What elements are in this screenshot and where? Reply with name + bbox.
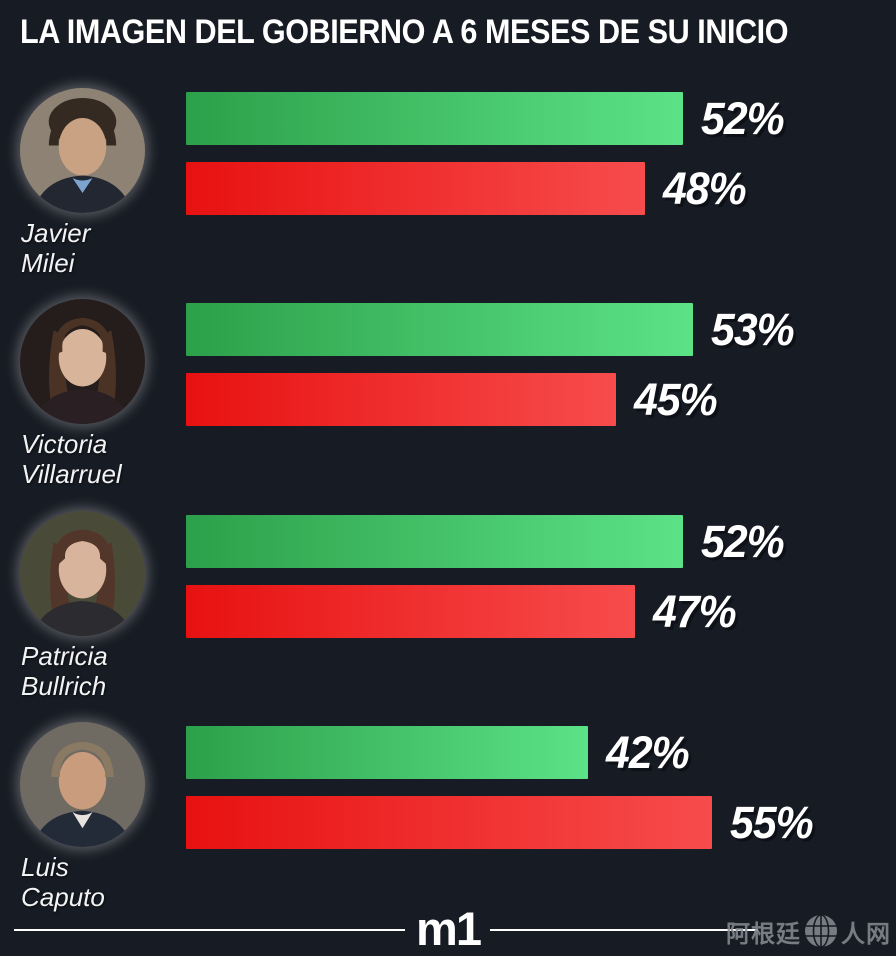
positive-bar-line: 52% [186,515,788,568]
person-row-caputo: Luis Caputo 42% 55% [0,722,896,933]
person-row-bullrich: Patricia Bullrich 52% 47% [0,511,896,722]
footer-divider-right [490,929,758,931]
portrait-photo-icon [20,88,145,213]
negative-bar-line: 47% [186,585,740,638]
avatar [20,88,145,213]
person-first-name: Patricia [21,641,108,671]
person-last-name: Bullrich [21,671,107,701]
positive-value-label: 52% [701,92,785,144]
positive-value-label: 53% [710,303,795,355]
watermark-text-right: 人网 [841,919,891,948]
watermark-text-left: 阿根廷 [726,919,801,948]
avatar [20,299,145,424]
person-name: Patricia Bullrich [21,641,108,701]
positive-bar [186,726,588,779]
person-last-name: Caputo [21,882,105,912]
negative-value-label: 45% [634,373,718,425]
person-first-name: Javier [21,218,91,248]
positive-bar-line: 53% [186,303,798,356]
positive-bar [186,303,693,356]
negative-bar [186,162,645,215]
person-last-name: Villarruel [21,459,122,489]
negative-bar [186,585,636,638]
positive-bar [186,92,684,145]
negative-bar-line: 48% [186,162,750,215]
person-last-name: Milei [21,248,75,278]
person-row-villarruel: Victoria Villarruel 53% 45% [0,299,896,510]
person-row-milei: Javier Milei 52% 48% [0,88,896,299]
negative-bar [186,373,617,426]
positive-bar-line: 52% [186,92,788,145]
negative-value-label: 48% [662,162,747,214]
avatar [20,511,145,636]
person-first-name: Victoria [21,429,108,459]
negative-value-label: 47% [653,585,737,637]
m1-logo: m1 [416,902,482,955]
page-title: LA IMAGEN DEL GOBIERNO A 6 MESES DE SU I… [20,13,789,51]
footer-divider-left [14,929,405,931]
negative-bar-line: 45% [186,373,721,426]
positive-bar [186,515,684,568]
positive-value-label: 42% [605,726,690,778]
globe-icon [805,914,837,948]
person-name: Luis Caputo [21,852,105,912]
portrait-photo-icon [20,722,145,847]
positive-value-label: 52% [701,515,785,567]
portrait-photo-icon [20,299,145,424]
person-first-name: Luis [21,852,69,882]
negative-bar-line: 55% [186,796,817,849]
person-name: Javier Milei [21,218,90,278]
negative-value-label: 55% [729,796,814,848]
portrait-photo-icon [20,511,145,636]
person-name: Victoria Villarruel [21,429,122,489]
positive-bar-line: 42% [186,726,693,779]
watermark: 阿根廷 人网 [726,913,891,949]
negative-bar [186,796,712,849]
avatar [20,722,145,847]
